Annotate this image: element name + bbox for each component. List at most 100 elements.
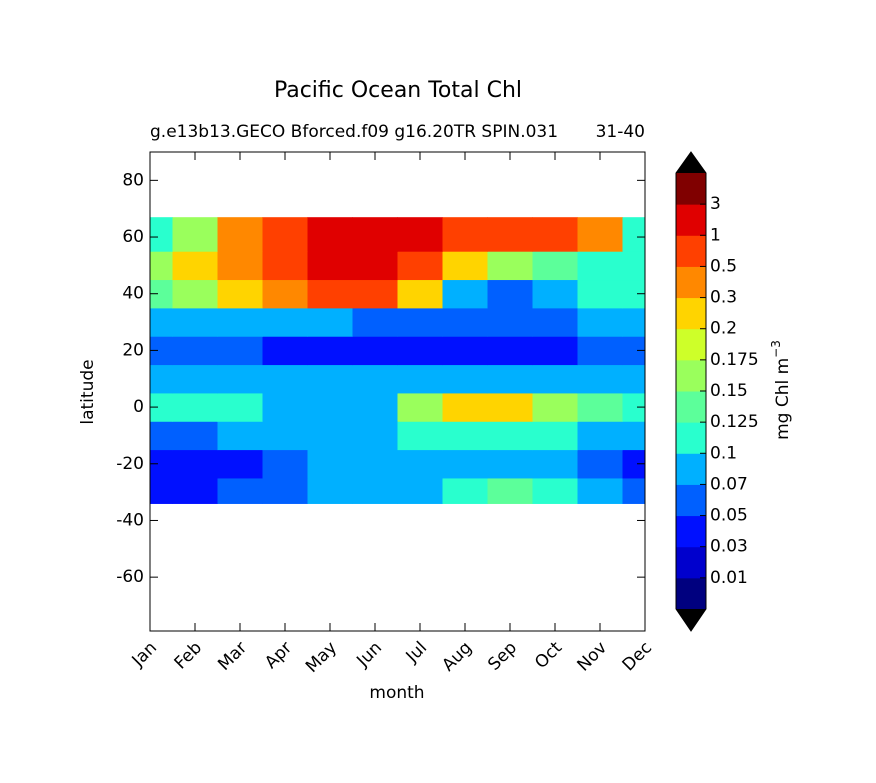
heat-cell (397, 307, 443, 337)
heat-cell (217, 477, 263, 504)
heat-cell (150, 279, 173, 309)
heat-cell (307, 364, 353, 394)
heat-cell (217, 279, 263, 309)
colorbar-segment (676, 235, 706, 267)
colorbar-tick-label: 0.05 (710, 506, 748, 526)
colorbar-segment (676, 328, 706, 361)
heat-cell (397, 217, 443, 252)
x-tick-label: Dec (619, 638, 656, 675)
heat-cell (532, 392, 578, 422)
heat-cell (172, 421, 218, 451)
colorbar-segment (676, 546, 706, 579)
y-tick-label: -40 (116, 510, 144, 530)
heat-cell (532, 364, 578, 394)
heat-cell (577, 307, 623, 337)
heat-cell (622, 336, 646, 366)
y-tick-label: 0 (133, 397, 144, 417)
colorbar-tick-label: 0.03 (710, 537, 748, 557)
heat-cell (150, 307, 173, 337)
heat-cell (172, 217, 218, 252)
colorbar-segment (676, 515, 706, 548)
heat-cell (150, 392, 173, 422)
heat-cell (262, 251, 308, 281)
heat-cell (307, 449, 353, 479)
heat-cell (622, 364, 646, 394)
x-tick-label: Jul (402, 638, 431, 667)
heat-cell (487, 217, 533, 252)
x-tick-label: Jun (352, 638, 386, 672)
heat-cell (172, 449, 218, 479)
heat-cell (442, 449, 488, 479)
colorbar-tick-label: 0.01 (710, 568, 748, 588)
heat-cell (150, 336, 173, 366)
heat-cell (622, 477, 646, 504)
heat-cell (307, 251, 353, 281)
x-tick-label: May (302, 638, 341, 677)
heat-cell (487, 392, 533, 422)
heat-cell (352, 421, 398, 451)
heat-cell (150, 477, 173, 504)
heat-cell (532, 449, 578, 479)
heat-cell (577, 217, 623, 252)
y-tick-label: 80 (122, 170, 144, 190)
heat-cell (217, 336, 263, 366)
colorbar-tick-label: 0.5 (710, 256, 737, 276)
colorbar-segment (676, 484, 706, 517)
heat-cell (577, 251, 623, 281)
x-axis-label: month (369, 683, 424, 703)
heat-cell (262, 364, 308, 394)
x-tick-label: Mar (214, 638, 251, 675)
heat-cell (442, 336, 488, 366)
heat-cell (262, 392, 308, 422)
heat-cell (172, 307, 218, 337)
y-tick-label: 40 (122, 284, 144, 304)
heat-cell (150, 251, 173, 281)
heat-cell (577, 364, 623, 394)
heat-cell (397, 449, 443, 479)
heat-cell (307, 217, 353, 252)
heat-cell (352, 477, 398, 504)
y-axis-label: latitude (78, 359, 98, 424)
colorbar-tick-label: 0.15 (710, 381, 748, 401)
colorbar-tick-label: 0.175 (710, 350, 759, 370)
y-tick-label: -60 (116, 567, 144, 587)
heat-cell (622, 421, 646, 451)
heat-cell (622, 251, 646, 281)
heat-cell (442, 307, 488, 337)
x-tick-label: Oct (531, 638, 566, 673)
x-tick-label: Sep (484, 638, 521, 675)
colorbar-segment (676, 173, 706, 205)
heat-cell (622, 392, 646, 422)
heat-cell (622, 307, 646, 337)
heat-cell (487, 449, 533, 479)
heat-cell (217, 251, 263, 281)
heat-cell (577, 477, 623, 504)
colorbar-segment (676, 204, 706, 236)
colorbar-segment (676, 577, 706, 610)
heat-cell (172, 477, 218, 504)
heat-cell (397, 477, 443, 504)
colorbar-extend-bottom (676, 609, 706, 631)
heat-cell (442, 251, 488, 281)
heat-cell (307, 336, 353, 366)
heat-cell (352, 307, 398, 337)
heat-cell (442, 392, 488, 422)
x-tick-label: Feb (171, 638, 206, 673)
heat-cell (217, 421, 263, 451)
heat-cell (262, 449, 308, 479)
heat-cell (397, 421, 443, 451)
colorbar-label: mg Chl m−3 (769, 340, 794, 440)
heat-cell (487, 477, 533, 504)
heat-cell (442, 217, 488, 252)
heat-cell (532, 279, 578, 309)
heat-cell (442, 364, 488, 394)
heat-cell (262, 477, 308, 504)
heat-cell (172, 364, 218, 394)
heat-cell (352, 336, 398, 366)
heat-cell (307, 392, 353, 422)
colorbar-tick-label: 0.07 (710, 474, 748, 494)
plot-frame (149, 151, 646, 632)
colorbar-tick-label: 0.2 (710, 319, 737, 339)
heat-cell (577, 279, 623, 309)
